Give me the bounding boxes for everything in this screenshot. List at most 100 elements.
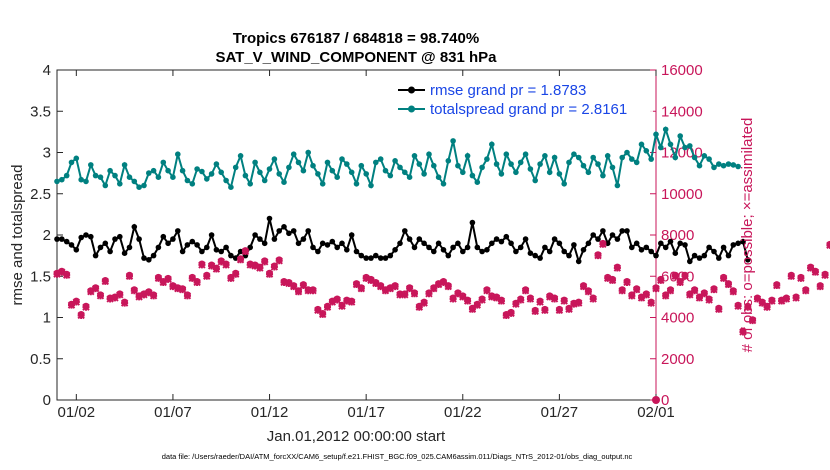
rmse-series-point [310,244,316,251]
rmse-series-point [566,252,572,259]
totalspread-series-point [329,167,336,174]
rmse-series-point [112,236,118,242]
y-left-tick-label: 0 [43,392,51,409]
rmse-series-point [561,248,567,255]
totalspread-series-point [416,161,423,167]
totalspread-series-point [175,151,181,157]
obs-assimilated-point [661,292,670,300]
obs-assimilated-point [343,297,351,305]
totalspread-series-point [561,181,567,187]
rmse-series-point [638,247,645,253]
legend-spread-marker [408,105,415,113]
obs-assimilated-point [169,282,177,291]
obs-assimilated-point [367,276,375,285]
rmse-series-point [513,248,519,255]
obs-assimilated-point [430,284,438,293]
rmse-series-point [614,236,621,242]
totalspread-series-point [305,149,312,156]
totalspread-series-point [575,154,582,161]
obs-assimilated-point [657,276,665,285]
obs-assimilated-point [748,316,757,325]
rmse-series-point [184,242,191,248]
obs-assimilated-point [782,295,791,303]
rmse-series-point [469,219,476,226]
rmse-series-point [711,248,717,255]
rmse-series-point [508,240,514,247]
obs-assimilated-point [454,290,462,298]
rmse-series-point [358,252,365,259]
obs-assimilated-point [459,293,467,301]
totalspread-series-point [580,162,587,169]
obs-assimilated-point [116,291,124,299]
rmse-series-point [667,238,674,245]
totalspread-series-point [716,161,722,167]
obs-assimilated-point [710,285,718,294]
rmse-series-point [677,240,683,247]
totalspread-series-point [455,162,461,169]
totalspread-series-point [479,164,485,171]
rmse-series-point [730,242,737,248]
rmse-series-point [745,257,751,263]
obs-assimilated-point [410,290,419,298]
totalspread-series-point [566,159,572,166]
obs-assimilated-point [502,311,510,320]
obs-assimilated-point [734,302,742,310]
totalspread-series-point [300,167,307,174]
obs-assimilated-point [82,303,90,311]
totalspread-series-point [97,174,104,180]
obs-assimilated-point [594,251,602,260]
totalspread-series-point [638,141,645,148]
rmse-series-point [691,252,698,259]
obs-assimilated-point [652,284,660,293]
rmse-series-point [517,244,524,251]
rmse-series-point [141,255,147,261]
rmse-series-point [460,248,466,255]
y-left-tick-label: 1 [43,310,51,327]
rmse-series-point [590,232,596,238]
obs-assimilated-point [541,306,549,314]
totalspread-series-point [107,167,113,174]
totalspread-series-point [237,153,244,159]
rmse-series-point [484,247,490,253]
obs-assimilated-point [338,302,346,310]
y-left-tick-label: 3 [43,145,51,162]
obs-assimilated-point [67,301,76,309]
obs-assimilated-point [637,294,646,302]
totalspread-series-point [257,169,263,176]
totalspread-series-point [208,171,215,177]
y-left-tick-label: 3.5 [30,103,51,120]
rmse-series-point [377,255,384,261]
totalspread-series-point [604,153,611,159]
obs-assimilated-point [101,277,110,286]
totalspread-series-point [431,162,437,169]
obs-assimilated-point [797,274,805,283]
rmse-series-point [735,240,741,247]
totalspread-series-point [271,156,278,162]
x-tick-label: 01/27 [541,404,579,421]
obs-assimilated-point [58,268,66,276]
obs-assimilated-point [174,284,182,293]
totalspread-series-point [696,162,703,169]
rmse-series-point [585,240,592,247]
totalspread-series-point [261,177,268,184]
totalspread-series-point [677,133,683,139]
obs-assimilated-point [251,262,259,270]
x-tick-label: 01/07 [154,404,192,421]
rmse-series-point [493,236,500,242]
obs-assimilated-point [125,272,134,280]
totalspread-series-point [131,178,138,185]
totalspread-series-point [658,144,664,151]
obs-assimilated-point [227,274,235,283]
totalspread-series-point [667,141,674,148]
obs-assimilated-point [555,306,564,314]
obs-assimilated-point [193,278,201,287]
totalspread-series-point [373,159,379,166]
totalspread-series-point [517,159,524,166]
totalspread-series-point [725,161,732,167]
rmse-series-point [363,255,370,261]
totalspread-series-point [556,171,563,177]
totalspread-series-point [653,131,659,138]
rmse-series-point [609,232,616,238]
totalspread-series-point [445,158,452,164]
totalspread-series-point [126,174,133,180]
